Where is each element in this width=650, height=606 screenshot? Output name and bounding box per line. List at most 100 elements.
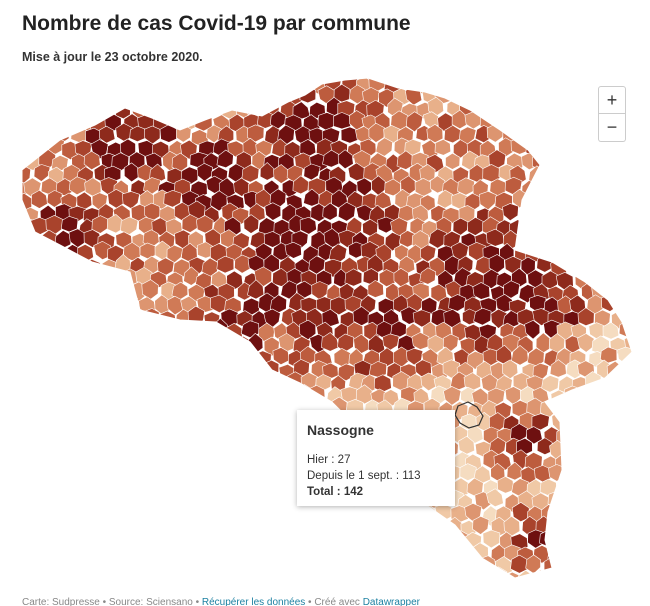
commune[interactable] — [232, 438, 249, 457]
commune[interactable] — [173, 358, 191, 379]
commune[interactable] — [621, 231, 639, 251]
commune[interactable] — [550, 178, 568, 197]
commune[interactable] — [257, 374, 275, 394]
commune[interactable] — [193, 83, 212, 105]
commune[interactable] — [284, 529, 301, 547]
commune[interactable] — [599, 268, 617, 288]
commune[interactable] — [0, 62, 16, 81]
commune[interactable] — [93, 297, 110, 317]
commune[interactable] — [122, 374, 140, 393]
commune[interactable] — [273, 428, 289, 448]
commune[interactable] — [601, 243, 619, 264]
commune[interactable] — [273, 450, 290, 469]
commune[interactable] — [40, 487, 56, 508]
commune[interactable] — [22, 491, 41, 512]
commune[interactable] — [279, 413, 296, 434]
commune[interactable] — [166, 346, 186, 366]
commune[interactable] — [111, 463, 130, 484]
commune[interactable] — [271, 553, 290, 575]
commune[interactable] — [549, 125, 566, 145]
commune[interactable] — [32, 477, 50, 495]
commune[interactable] — [406, 347, 424, 366]
commune[interactable] — [614, 399, 633, 417]
commune[interactable] — [213, 452, 232, 471]
commune[interactable] — [232, 491, 249, 512]
commune[interactable] — [284, 555, 303, 573]
commune[interactable] — [631, 112, 647, 133]
commune[interactable] — [181, 558, 200, 578]
commune[interactable] — [31, 322, 49, 340]
commune[interactable] — [17, 270, 34, 289]
commune[interactable] — [163, 189, 182, 208]
commune[interactable] — [60, 475, 78, 496]
commune[interactable] — [190, 518, 208, 538]
commune[interactable] — [159, 338, 179, 357]
commune[interactable] — [445, 152, 461, 170]
commune[interactable] — [293, 543, 311, 562]
commune[interactable] — [629, 427, 646, 447]
commune[interactable] — [61, 350, 79, 369]
commune[interactable] — [497, 476, 515, 494]
commune[interactable] — [98, 466, 116, 485]
commune[interactable] — [390, 505, 409, 524]
commune[interactable] — [506, 461, 523, 481]
commune[interactable] — [233, 177, 250, 197]
commune[interactable] — [272, 504, 290, 523]
commune[interactable] — [159, 102, 178, 120]
commune[interactable] — [157, 519, 174, 539]
commune[interactable] — [261, 568, 281, 587]
commune[interactable] — [615, 271, 633, 290]
commune[interactable] — [173, 543, 191, 563]
commune[interactable] — [243, 504, 260, 524]
commune[interactable] — [197, 528, 216, 549]
commune[interactable] — [555, 162, 573, 183]
commune[interactable] — [7, 205, 24, 223]
commune[interactable] — [313, 553, 332, 574]
commune[interactable] — [90, 398, 109, 417]
commune[interactable] — [412, 309, 431, 328]
commune[interactable] — [328, 64, 347, 82]
commune[interactable] — [238, 349, 256, 367]
commune[interactable] — [105, 478, 123, 499]
commune[interactable] — [18, 139, 35, 161]
commune[interactable] — [581, 177, 599, 196]
commune[interactable] — [610, 410, 629, 429]
commune[interactable] — [630, 269, 647, 291]
commune[interactable] — [239, 426, 256, 446]
commune[interactable] — [401, 71, 418, 90]
commune[interactable] — [130, 414, 149, 433]
commune[interactable] — [218, 75, 236, 91]
commune[interactable] — [299, 527, 317, 547]
commune[interactable] — [577, 489, 595, 510]
commune[interactable] — [416, 570, 434, 589]
commune[interactable] — [589, 557, 607, 574]
commune[interactable] — [175, 334, 192, 355]
commune[interactable] — [556, 241, 576, 261]
commune[interactable] — [25, 124, 43, 144]
commune[interactable] — [53, 490, 71, 508]
commune[interactable] — [558, 502, 575, 522]
commune[interactable] — [83, 229, 101, 248]
commune[interactable] — [353, 569, 372, 588]
commune[interactable] — [63, 530, 81, 550]
commune[interactable] — [602, 476, 620, 497]
commune[interactable] — [163, 529, 181, 547]
commune[interactable] — [616, 556, 633, 576]
commune[interactable] — [76, 478, 94, 495]
commune[interactable] — [256, 452, 274, 473]
commune[interactable] — [174, 490, 191, 512]
commune[interactable] — [264, 202, 282, 221]
commune[interactable] — [182, 321, 202, 341]
commune[interactable] — [242, 559, 261, 578]
commune[interactable] — [419, 267, 437, 285]
commune[interactable] — [84, 98, 102, 119]
commune[interactable] — [37, 572, 56, 591]
commune[interactable] — [183, 530, 201, 550]
commune[interactable] — [284, 241, 302, 259]
commune[interactable] — [487, 101, 505, 121]
commune[interactable] — [37, 99, 55, 118]
commune[interactable] — [623, 253, 640, 275]
commune[interactable] — [352, 545, 370, 566]
commune[interactable] — [203, 72, 221, 91]
commune[interactable] — [130, 74, 149, 93]
